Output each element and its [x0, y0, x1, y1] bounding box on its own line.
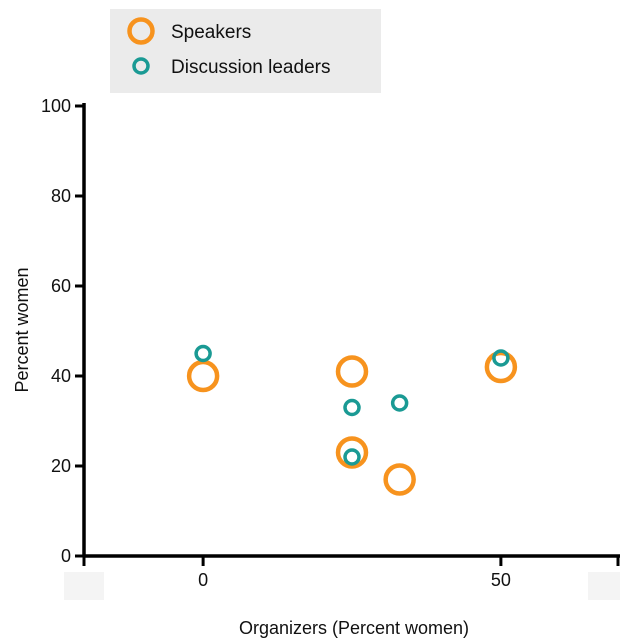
legend-label-discussion-leaders: Discussion leaders: [171, 57, 330, 78]
y-tick-label-100: 100: [41, 96, 71, 116]
x-axis-ticks: 0 50: [82, 556, 620, 590]
x-tick-label-0: 0: [198, 570, 208, 590]
axis-end-shade-right: [588, 572, 620, 600]
data-points: [186, 344, 518, 496]
legend-label-speakers: Speakers: [171, 22, 251, 43]
speaker-point-4: [484, 350, 518, 384]
speaker-point-3: [383, 463, 416, 496]
speaker-point-2: [335, 436, 369, 469]
discussion-leader-point-2: [390, 394, 409, 412]
legend-box: [110, 9, 381, 93]
y-tick-label-80: 80: [51, 186, 71, 206]
legend-marker-speakers: [127, 17, 155, 45]
discussion-leader-point-3: [343, 448, 361, 466]
y-tick-label-40: 40: [51, 366, 71, 386]
discussion-leader-point-4: [492, 349, 510, 367]
y-tick-label-0: 0: [61, 546, 71, 566]
legend-marker-discussion-leaders: [132, 57, 150, 75]
y-tick-label-20: 20: [51, 456, 71, 476]
axis-end-shade-left: [64, 572, 104, 600]
discussion-leader-point-0: [194, 344, 212, 363]
x-axis-title: Organizers (Percent women): [239, 618, 469, 638]
discussion-leader-point-1: [343, 398, 361, 417]
axes: [82, 103, 620, 558]
speaker-point-0: [186, 359, 220, 393]
x-tick-label-50: 50: [491, 570, 511, 590]
speaker-point-1: [335, 355, 369, 388]
legend: Speakers Discussion leaders: [110, 9, 381, 93]
y-axis-title: Percent women: [12, 267, 32, 392]
y-tick-label-60: 60: [51, 276, 71, 296]
y-axis-ticks: 0 20 40 60 80 100: [41, 96, 84, 566]
